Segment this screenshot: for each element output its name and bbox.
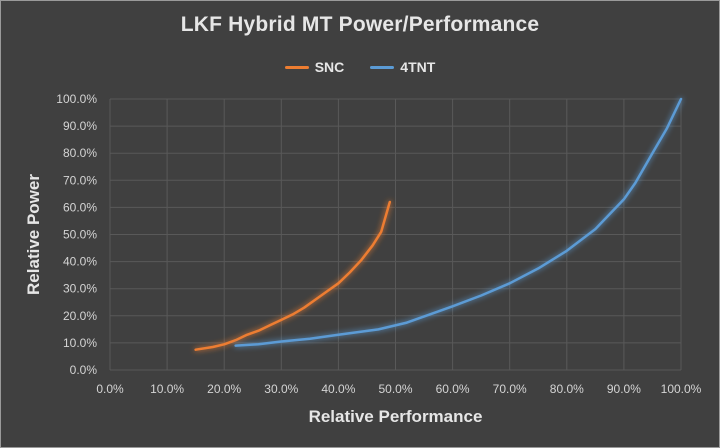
y-tick-label: 20.0% — [63, 309, 97, 323]
y-tick-label: 80.0% — [63, 146, 97, 160]
series-line-snc — [194, 200, 392, 351]
x-tick-label: 100.0% — [661, 382, 702, 396]
x-tick-label: 0.0% — [96, 382, 124, 396]
x-tick-label: 90.0% — [607, 382, 641, 396]
legend-swatch-snc — [284, 65, 309, 69]
y-tick-label: 70.0% — [63, 173, 97, 187]
y-tick-label: 60.0% — [63, 200, 97, 214]
legend-label-4tnt: 4TNT — [400, 59, 436, 75]
legend-item-4tnt: 4TNT — [370, 59, 435, 75]
series-line-4tnt — [234, 97, 683, 347]
legend-label-snc: SNC — [314, 59, 345, 75]
y-tick-label: 40.0% — [63, 255, 97, 269]
tick-layer: 0.0% 10.0% 20.0% 30.0% 40.0% 50.0% 60.0% 70.0% 8… — [56, 92, 701, 396]
y-axis-title: Relative Power — [24, 174, 43, 295]
x-tick-label: 30.0% — [264, 382, 298, 396]
x-tick-label: 60.0% — [436, 382, 470, 396]
x-tick-label: 40.0% — [321, 382, 355, 396]
y-tick-label: 90.0% — [63, 119, 97, 133]
chart-title: LKF Hybrid MT Power/Performance — [180, 13, 540, 36]
y-tick-label: 100.0% — [56, 92, 97, 106]
x-tick-label: 10.0% — [150, 382, 184, 396]
chart-legend: SNC 4TNT — [1, 59, 719, 75]
y-tick-label: 50.0% — [63, 228, 97, 242]
legend-swatch-4tnt — [370, 65, 395, 69]
series-layer — [194, 97, 683, 351]
y-tick-label: 0.0% — [70, 363, 98, 377]
x-tick-label: 70.0% — [493, 382, 527, 396]
x-axis-title: Relative Performance — [309, 407, 483, 426]
y-tick-label: 10.0% — [63, 336, 97, 350]
grid-layer — [109, 98, 682, 371]
x-tick-label: 80.0% — [550, 382, 584, 396]
y-tick-label: 30.0% — [63, 282, 97, 296]
x-tick-label: 20.0% — [207, 382, 241, 396]
legend-item-snc: SNC — [284, 59, 345, 75]
x-tick-label: 50.0% — [378, 382, 412, 396]
